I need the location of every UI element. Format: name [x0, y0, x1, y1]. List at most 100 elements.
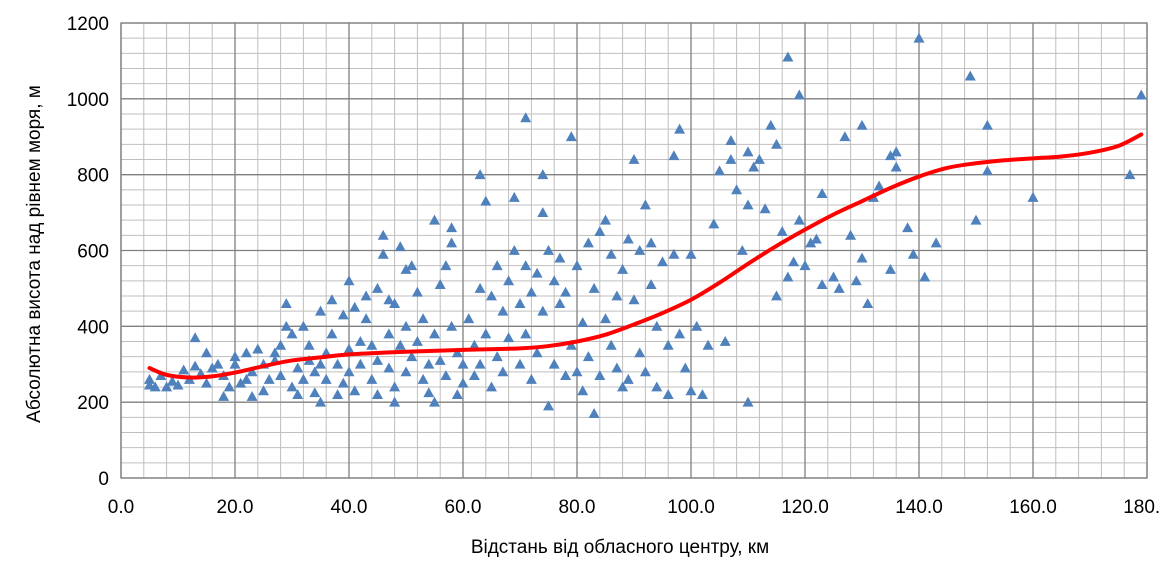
data-point: [588, 282, 600, 293]
data-point: [394, 339, 406, 350]
y-tick-label: 1200: [67, 14, 109, 35]
data-point: [218, 390, 230, 401]
data-point: [503, 275, 515, 286]
data-point: [406, 260, 418, 271]
data-point: [269, 347, 281, 358]
data-point: [474, 358, 486, 369]
data-point: [286, 381, 298, 392]
data-point: [383, 294, 395, 305]
data-point: [172, 379, 184, 390]
data-point: [417, 373, 429, 384]
data-point: [417, 313, 429, 324]
data-point: [810, 233, 822, 244]
data-point: [463, 313, 475, 324]
data-point: [343, 366, 355, 377]
data-point: [144, 373, 155, 384]
data-point: [662, 389, 674, 399]
data-point: [206, 362, 218, 373]
data-point: [531, 267, 543, 278]
data-point: [480, 195, 492, 206]
data-point: [394, 241, 406, 252]
data-point: [622, 373, 634, 384]
data-point: [742, 396, 754, 407]
data-point: [845, 229, 857, 240]
data-point: [674, 123, 686, 134]
trend-line: [147, 132, 1144, 380]
data-point: [240, 347, 252, 358]
data-point: [828, 271, 839, 282]
data-point: [668, 150, 680, 161]
data-point: [1027, 191, 1039, 202]
data-point: [685, 248, 697, 259]
y-tick-label: 1000: [67, 90, 109, 111]
data-point: [714, 165, 725, 176]
data-point: [765, 119, 777, 130]
data-point: [560, 286, 572, 297]
data-point: [537, 207, 549, 217]
data-point: [639, 366, 651, 377]
data-point: [600, 313, 611, 324]
data-point: [805, 237, 817, 248]
data-point: [514, 358, 526, 369]
data-point: [662, 339, 674, 350]
data-point: [600, 214, 611, 225]
data-point: [366, 339, 378, 350]
data-point: [229, 358, 241, 369]
data-point: [446, 222, 458, 233]
data-point: [451, 389, 463, 399]
data-point: [639, 199, 651, 210]
data-point: [907, 248, 919, 259]
data-point: [315, 358, 326, 369]
data-point: [383, 362, 395, 373]
data-point: [497, 305, 509, 316]
data-point: [423, 358, 435, 369]
data-point: [628, 294, 640, 305]
data-point: [354, 336, 366, 346]
y-axis-title: Абсолютна висота над рівнем моря, м: [24, 85, 45, 423]
data-point: [372, 354, 383, 365]
data-point: [508, 245, 520, 255]
data-point: [343, 343, 355, 354]
data-point: [788, 256, 800, 267]
data-point: [571, 366, 583, 377]
data-point: [605, 339, 617, 350]
data-point: [577, 317, 589, 327]
data-point: [594, 370, 606, 381]
data-point: [736, 245, 748, 255]
x-tick-label: 0.0: [108, 497, 134, 518]
data-point: [902, 222, 914, 233]
data-point: [981, 119, 993, 130]
data-point: [377, 229, 389, 240]
data-point: [674, 328, 686, 339]
data-point: [235, 377, 247, 388]
data-point: [400, 263, 412, 274]
data-point: [970, 214, 982, 225]
data-point: [862, 298, 874, 308]
data-point: [320, 373, 332, 384]
data-point: [753, 154, 765, 164]
data-point: [354, 358, 366, 369]
data-point: [685, 385, 697, 396]
x-tick-label: 160.0: [1009, 497, 1057, 518]
data-point: [554, 298, 566, 308]
x-tick-label: 80.0: [559, 497, 596, 518]
data-point: [360, 290, 372, 301]
data-point: [349, 385, 361, 396]
data-point: [446, 320, 458, 331]
data-point: [696, 389, 708, 399]
data-point: [651, 381, 663, 392]
data-point: [565, 339, 577, 350]
data-point: [429, 214, 440, 225]
data-point: [497, 366, 509, 377]
data-point: [440, 260, 452, 271]
data-point: [246, 390, 258, 401]
data-point: [873, 180, 885, 191]
data-point: [833, 282, 845, 293]
data-point: [383, 328, 395, 339]
data-point: [263, 373, 275, 384]
data-point: [742, 199, 754, 210]
data-point: [389, 381, 401, 392]
data-point: [474, 282, 486, 293]
data-point: [793, 89, 805, 100]
